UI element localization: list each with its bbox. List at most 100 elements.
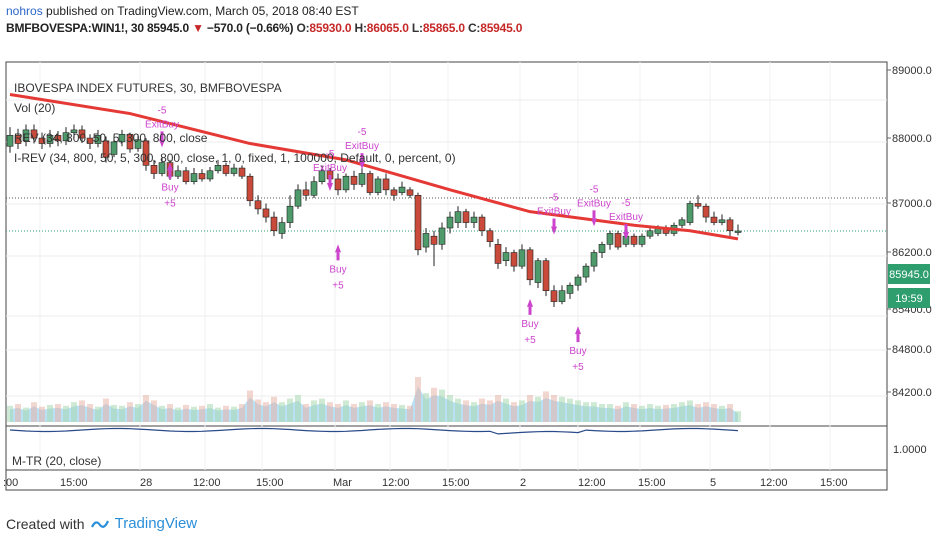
price-tick-label: 88000.0 [892, 133, 932, 145]
price-tick-label: 84800.0 [892, 344, 932, 356]
candle-body [598, 244, 606, 253]
subpane-legend[interactable]: M-TR (20, close) [12, 454, 101, 468]
volume-bar [119, 405, 125, 422]
volume-bar [479, 398, 485, 422]
symbol-label: BMFBOVESPA:WIN1!, 30 [6, 21, 144, 35]
volume-bar [687, 400, 693, 422]
last-price-badge [888, 264, 930, 284]
volume-bar [639, 405, 645, 422]
volume-bar [71, 402, 77, 422]
tradingview-link[interactable]: TradingView [114, 515, 198, 532]
buy-arrow-shaft [168, 170, 172, 179]
chart-area[interactable]: -5 ExitBuy Buy +5 -5 ExitBuy Buy +5 -5 ExitBuy Buy… [0, 0, 932, 500]
volume-bar [343, 400, 349, 422]
buy-label: Buy [569, 346, 586, 357]
candle-body [14, 135, 22, 144]
candle-body [646, 230, 654, 237]
candle-body [606, 233, 614, 245]
candle-body [614, 233, 622, 248]
buy-label: Buy [161, 183, 178, 194]
candle-body [94, 135, 102, 144]
candle-body [254, 200, 262, 210]
candle-body [318, 170, 326, 182]
time-tick-label: 5 [710, 477, 716, 489]
exit-arrow-shaft [360, 153, 364, 162]
low-value: 85865.0 [422, 21, 465, 35]
irev-legend[interactable]: I-REV (34, 800, 50, 5, 300, 800, close, … [14, 151, 456, 165]
volume-bar [543, 391, 549, 422]
candle-body [470, 216, 478, 223]
candle-body [102, 140, 110, 158]
high-value: 86065.0 [366, 21, 409, 35]
vol-legend[interactable]: Vol (20) [14, 101, 55, 115]
time-tick-label: :00 [3, 477, 18, 489]
volume-bar [447, 395, 453, 422]
moving-average-line [9, 92, 739, 241]
author-link[interactable]: nohros [6, 4, 43, 18]
candle-body [190, 173, 198, 182]
down-arrow-icon: ▼ [192, 21, 204, 35]
candle-body [214, 165, 222, 172]
candle-body [550, 290, 558, 302]
volume-bar [607, 404, 613, 422]
buy-size-label: +5 [164, 199, 176, 210]
candlestick-series [6, 124, 742, 308]
exit-size-label: -5 [590, 184, 599, 195]
candle-body [542, 260, 550, 291]
volume-bar [583, 402, 589, 422]
candle-body [574, 276, 582, 286]
volume-bar [95, 406, 101, 422]
candle-body [366, 173, 374, 193]
volume-bar [647, 404, 653, 422]
volume-bar [463, 400, 469, 422]
volume-bar [295, 395, 301, 422]
volume-bar [455, 398, 461, 422]
volume-bar [407, 405, 413, 422]
exit-arrow-icon [327, 182, 333, 191]
close-value: 85945.0 [480, 21, 523, 35]
exitbuy-label: ExitBuy [313, 163, 347, 174]
timer-badge [888, 288, 930, 308]
buy-arrow-icon [575, 326, 581, 335]
exit-arrow-shaft [328, 174, 332, 183]
volume-bar [63, 405, 69, 422]
tradingview-logo-icon [90, 520, 109, 528]
volume-bar [591, 402, 597, 422]
rev-legend[interactable]: REV (34, 800, 50, 5, 300, 800, close [14, 131, 208, 145]
candle-body [510, 252, 518, 267]
volume-bar [215, 407, 221, 422]
candle-body [566, 284, 574, 294]
moving-average-series [9, 92, 739, 241]
candle-body [462, 211, 470, 223]
candle-body [726, 219, 734, 232]
volume-bar [231, 406, 237, 422]
volume-bar [159, 405, 165, 422]
exit-arrow-shaft [624, 224, 628, 232]
exitbuy-label: ExitBuy [537, 207, 571, 218]
exit-arrow-icon [591, 218, 597, 227]
buy-arrow-icon [335, 244, 341, 253]
candle-body [430, 235, 438, 245]
candle-body [158, 162, 166, 174]
volume-bar [303, 404, 309, 422]
volume-bar [143, 395, 149, 422]
candle-body [342, 175, 350, 191]
candle-body [22, 129, 30, 142]
candle-body [310, 181, 318, 196]
price-axis[interactable]: 89000.088000.087000.086200.085400.084800… [887, 65, 932, 399]
candle-body [334, 178, 342, 191]
volume-bar [375, 404, 381, 422]
candle-body [678, 219, 686, 226]
exit-size-label: -5 [326, 149, 335, 160]
candle-body [286, 205, 294, 223]
volume-bar [15, 404, 21, 422]
candle-body [518, 249, 526, 267]
exit-arrow-icon [623, 232, 629, 240]
candle-body [406, 189, 414, 196]
subpane-tick: 1.0000 [893, 444, 927, 456]
candle-body [246, 175, 254, 202]
time-tick-label: 12:00 [578, 477, 606, 489]
time-axis[interactable]: :00 15:00 28 12:00 15:00 Mar 12:00 15:00 2 12:00 1… [3, 477, 848, 489]
volume-bar [319, 398, 325, 422]
exit-arrow-shaft [592, 210, 596, 219]
